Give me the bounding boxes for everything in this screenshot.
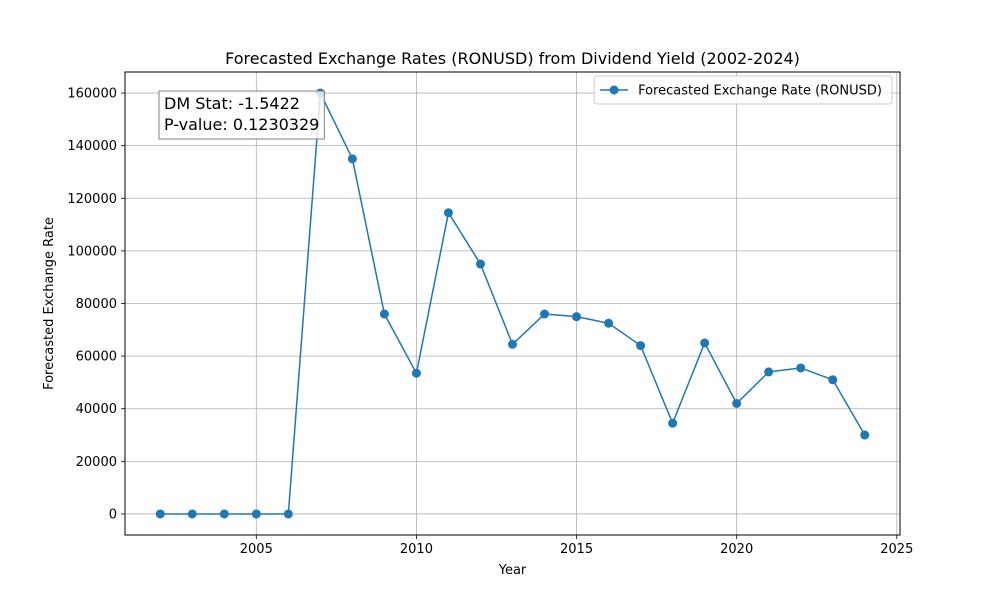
axis-ticks: 2005 2010 2015 2020 2025 0 20000 40000 60000 8000… <box>67 87 913 557</box>
data-point <box>604 318 614 328</box>
data-point <box>283 509 293 519</box>
legend-entry-label: Forecasted Exchange Rate (RONUSD) <box>638 84 882 99</box>
data-point <box>764 367 774 377</box>
x-tick-label: 2015 <box>560 542 593 557</box>
stats-annotation-box: DM Stat: -1.5422 P-value: 0.1230329 <box>158 90 325 140</box>
data-point <box>379 309 389 319</box>
data-point <box>475 259 485 269</box>
data-point <box>860 430 870 440</box>
y-tick-label: 80000 <box>76 297 117 312</box>
data-point <box>443 208 453 218</box>
data-point <box>732 398 742 408</box>
x-tick-label: 2020 <box>720 542 753 557</box>
x-tick-label: 2005 <box>240 542 273 557</box>
y-tick-label: 140000 <box>67 139 117 154</box>
data-point <box>636 341 646 351</box>
grid <box>125 72 900 535</box>
data-point <box>411 368 421 378</box>
data-point <box>572 312 582 322</box>
legend-marker-swatch <box>609 85 619 95</box>
data-point <box>668 418 678 428</box>
data-point <box>508 339 517 349</box>
data-point <box>828 375 838 385</box>
series-layer <box>155 88 870 519</box>
p-value-text: P-value: 0.1230329 <box>164 115 319 134</box>
stats-annotation-frame <box>158 90 325 140</box>
y-tick-label: 20000 <box>76 455 117 470</box>
data-point <box>219 509 229 519</box>
y-tick-label: 160000 <box>67 87 117 102</box>
data-point <box>187 509 197 519</box>
x-tick-label: 2025 <box>880 542 913 557</box>
y-tick-label: 40000 <box>76 402 117 417</box>
y-tick-label: 60000 <box>76 350 117 365</box>
y-axis-label: Forecasted Exchange Rate <box>42 217 57 390</box>
data-point <box>155 509 165 519</box>
data-point <box>251 509 261 519</box>
data-point <box>796 363 806 373</box>
dm-stat-text: DM Stat: -1.5422 <box>164 94 300 113</box>
legend: Forecasted Exchange Rate (RONUSD) <box>593 75 893 105</box>
x-tick-label: 2010 <box>400 542 433 557</box>
chart-title: Forecasted Exchange Rates (RONUSD) from … <box>225 49 800 68</box>
y-tick-label: 120000 <box>67 192 117 207</box>
x-axis-label: Year <box>498 563 527 578</box>
y-tick-label: 100000 <box>67 244 117 259</box>
data-point <box>347 154 357 164</box>
data-point <box>700 338 710 348</box>
data-point <box>540 309 550 319</box>
y-tick-label: 0 <box>109 507 117 522</box>
legend-frame <box>593 75 893 105</box>
